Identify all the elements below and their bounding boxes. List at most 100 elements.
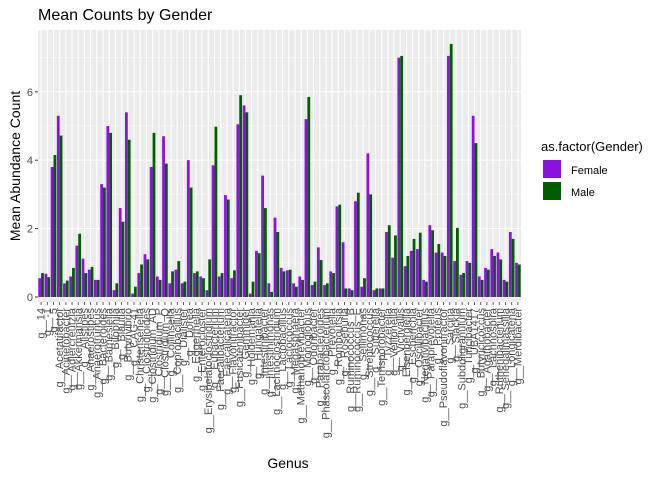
bar-male (96, 279, 100, 297)
x-tick-label: g__Sarcina (444, 307, 456, 364)
bar-female (174, 269, 178, 297)
legend: as.factor(Gender) Female Male (541, 139, 643, 200)
bar-female (477, 276, 481, 297)
bar-female (347, 288, 351, 297)
x-tick-label: g__Faecalicatena (221, 307, 233, 395)
bar-female (286, 270, 289, 297)
bar-female (106, 126, 110, 297)
bar-female (428, 225, 432, 297)
x-tick-label: g__Eubacterium (209, 308, 221, 388)
bar-female (217, 276, 221, 297)
bar-male (517, 264, 521, 297)
x-tick-label: g__Veillonella (389, 307, 401, 376)
bar-male (183, 281, 187, 297)
x-tick-label: g__Barnesiella (104, 307, 116, 381)
x-tick-label: g__Longicatena (506, 307, 518, 386)
bar-male (214, 126, 218, 298)
bar-female (143, 254, 147, 297)
bar-male (53, 155, 57, 297)
x-tick-label: g__Gemmiger (240, 308, 252, 378)
bar-female (459, 274, 463, 297)
bar-male (195, 271, 199, 297)
bar-male (233, 270, 236, 297)
bar-male (363, 278, 366, 297)
x-tick-label: g__Prevotella (327, 307, 339, 375)
x-tick-label: g__Sellimonas (358, 308, 370, 381)
x-tick-label: g__Lachnoclostridium (271, 308, 283, 415)
bar-female (168, 283, 172, 297)
x-tick-label: g__Subdoligranulum (457, 308, 469, 409)
x-tick-label: g__Flavonifractor (228, 308, 240, 393)
x-tick-label: g__Ruthenibacterium (494, 308, 506, 413)
bar-male (140, 264, 143, 297)
bar-female (112, 290, 116, 297)
bar-female (409, 250, 413, 297)
bar-female (453, 261, 456, 297)
bar-male (47, 277, 51, 297)
bar-male (164, 163, 168, 297)
bar-male (59, 135, 63, 297)
x-tick-label: g__Parabacteroides (314, 308, 326, 407)
bar-female (335, 206, 339, 297)
bar-female (496, 252, 500, 297)
x-tick-label: g__Blautia (116, 307, 128, 360)
bar-male (226, 199, 230, 297)
bar-female (298, 276, 302, 297)
bar-female (360, 286, 364, 297)
bar-male (220, 273, 224, 297)
x-tick-label: g__UBA1417 (469, 308, 481, 373)
x-tick-label: g__CAG-41 (128, 308, 140, 366)
bar-female (329, 271, 333, 297)
legend-label-female: Female (571, 165, 608, 177)
bar-male (127, 139, 131, 297)
x-tick-label: g__Ruminococcus_E (351, 308, 363, 412)
bar-female (508, 232, 512, 297)
x-tick-label: g__Eggerthella (190, 307, 202, 382)
bar-female (471, 115, 475, 298)
y-tick-label: 6 (27, 87, 33, 99)
x-tick-label: g__Acinetobacter (60, 308, 72, 394)
bar-female (465, 261, 469, 297)
bar-male (412, 238, 416, 297)
x-tick-label: g__Slackia (450, 307, 462, 362)
bar-female (56, 115, 60, 298)
bar-female (242, 105, 246, 297)
bar-female (81, 258, 85, 297)
bar-male (158, 279, 162, 297)
bars (38, 43, 521, 298)
x-tick-label: g__Megasphaera (289, 307, 301, 394)
x-tick-label: g__Escherichia (407, 307, 419, 383)
bar-male (431, 230, 434, 297)
bar-female (137, 273, 141, 297)
bar-female (354, 201, 357, 297)
bar-female (304, 119, 308, 297)
y-axis: 0 2 4 6 (27, 87, 38, 304)
legend-swatch-female (543, 160, 561, 178)
bar-male (387, 225, 391, 297)
bar-female (193, 273, 196, 297)
bar-male (425, 281, 428, 297)
bar-female (224, 195, 227, 297)
x-tick-label: g__Dorea (184, 307, 196, 356)
bar-female (230, 278, 234, 297)
bar-male (282, 271, 286, 297)
x-tick-label: g__Acetatifactor (54, 308, 66, 388)
x-tick-label: g__Senegalimassilia (500, 307, 512, 409)
bar-female (211, 165, 215, 297)
bar-female (447, 55, 450, 297)
bar-male (307, 96, 311, 298)
bar-female (484, 267, 487, 297)
bar-female (292, 283, 295, 297)
bar-male (369, 194, 373, 297)
x-tick-label: g__Fusicatenibacter (234, 308, 246, 407)
bar-female (397, 57, 401, 297)
x-tick-label: g__Bacteroides (98, 308, 110, 385)
x-tick-label: g__Lactobacillus (277, 308, 289, 390)
x-tick-label: g__Victivallis (395, 308, 407, 372)
bar-female (502, 279, 506, 297)
bar-female (38, 278, 42, 297)
bar-male (325, 283, 329, 297)
legend-swatch-male (543, 182, 561, 200)
bar-male (239, 95, 243, 297)
